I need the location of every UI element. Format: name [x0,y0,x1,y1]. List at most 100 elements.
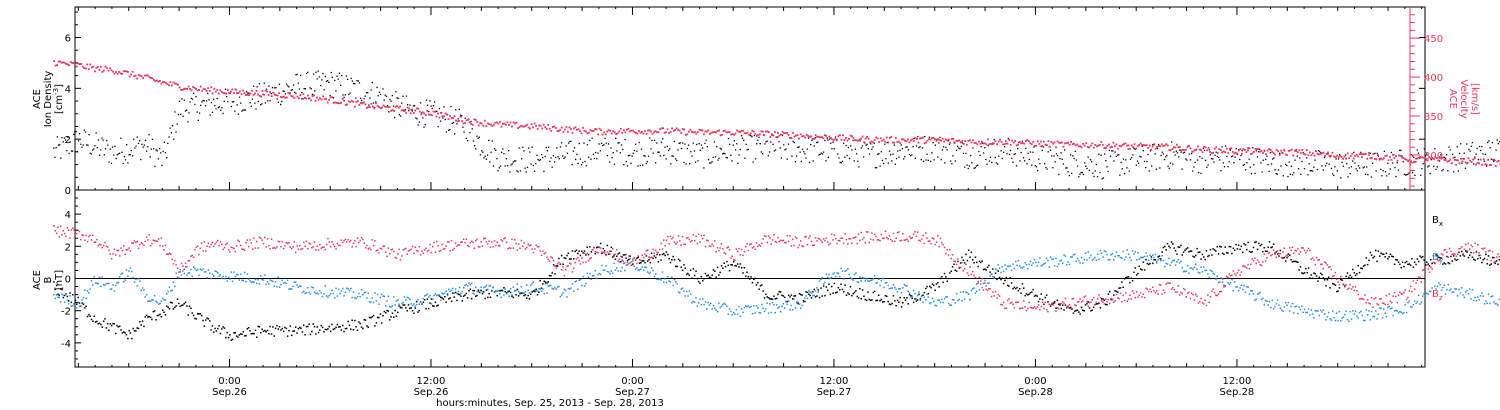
by-point [513,290,516,292]
by-point [598,272,600,275]
bx-point [978,260,981,263]
ion-density-point [222,112,224,115]
ion-density-point [510,164,512,166]
by-point [1366,314,1369,316]
by-point [1005,268,1008,270]
ion-density-point [1076,165,1079,167]
ion-density-point [870,143,872,145]
ion-density-point [724,153,726,155]
by-point [1137,252,1139,254]
bx-point [849,286,852,288]
ion-density-point [772,143,774,145]
by-point [109,288,112,290]
ion-density-point [384,94,386,96]
ion-density-point [1004,146,1006,148]
velocity-point [1222,150,1225,153]
ion-density-point [280,103,282,106]
by-point [939,301,942,304]
bx-point [1362,265,1365,267]
ion-density-point [1440,154,1442,156]
by-point [607,271,610,273]
velocity-point [772,134,775,137]
bx-point [824,294,826,297]
bx-point [186,305,188,307]
velocity-point [852,137,855,139]
bx-point [641,260,643,262]
by-point [883,286,885,289]
ion-density-point [1116,154,1119,156]
ion-density-point [417,124,419,126]
ion-density-point [1038,158,1040,160]
velocity-point [1108,143,1110,146]
bottom-panel-marks [53,225,1500,341]
ion-density-point [928,136,931,138]
velocity-point [718,129,720,132]
ion-density-point [397,97,399,100]
ion-density-point [524,167,526,169]
ion-density-point [667,149,670,152]
bx-point [873,290,876,292]
velocity-point [1259,150,1261,153]
velocity-point [910,139,912,142]
bx-point [1477,257,1479,260]
ion-density-point [686,147,688,150]
by-point [1483,303,1486,305]
bx-point [90,318,93,321]
bx-point [949,272,951,274]
ion-density-point [253,85,255,87]
bx-point [109,323,112,325]
by-point [317,293,320,295]
ion-density-point [769,151,771,153]
velocity-point [1293,149,1296,152]
by-point [1006,265,1009,267]
bx-point [1262,250,1264,253]
velocity-point [1248,147,1251,150]
by-point [591,275,594,277]
velocity-point [1111,145,1113,148]
by-point [1369,319,1372,321]
ion-density-point [1012,161,1014,163]
by-point [797,301,799,303]
by-point [58,296,60,299]
ion-density-point [383,99,385,101]
by-point [430,303,433,305]
by-point [1317,310,1319,312]
bx-point [877,294,880,296]
ion-density-point [1307,174,1309,176]
velocity-point [901,138,903,141]
by-point [135,278,137,281]
bx-point [184,301,187,304]
ion-density-point [97,139,100,141]
bx-point [524,294,527,296]
ion-density-point [1082,173,1085,176]
by-point [1408,300,1410,302]
ion-density-point [596,158,598,160]
bx-point [88,313,90,316]
bx-point [176,298,179,300]
bx-point [1000,278,1002,281]
bx-point [440,296,442,298]
bx-point [1399,263,1401,266]
by-point [814,290,817,292]
by-point [215,270,218,273]
ion-density-point [911,154,913,156]
ion-density-point [56,136,58,138]
by-point [214,270,216,272]
velocity-point [181,89,184,91]
by-point [515,289,517,292]
by-point [100,285,102,287]
velocity-point [163,81,166,83]
ion-density-point [1013,153,1015,156]
bx-point [544,281,547,283]
ion-density-point [1457,170,1459,172]
velocity-point [1449,158,1452,161]
ion-density-point [838,157,840,159]
by-point [532,281,535,283]
by-point [1352,310,1354,312]
velocity-point [768,131,770,133]
bx-point [116,324,118,327]
velocity-point [1153,143,1156,146]
by-point [1297,312,1299,315]
by-point [1327,311,1330,314]
ion-density-point [363,97,365,100]
